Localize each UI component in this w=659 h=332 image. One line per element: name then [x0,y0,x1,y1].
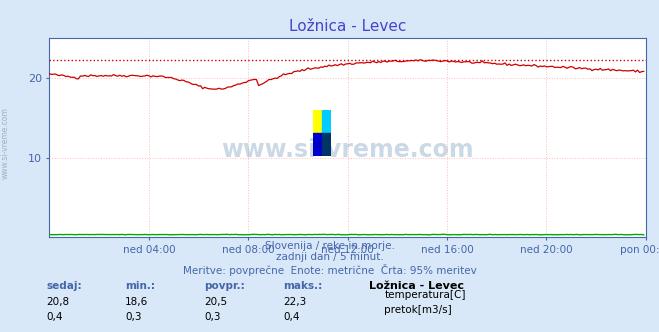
Text: 0,4: 0,4 [46,312,63,322]
Text: 22,3: 22,3 [283,297,306,307]
Text: povpr.:: povpr.: [204,281,245,290]
Title: Ložnica - Levec: Ložnica - Levec [289,19,407,34]
Text: temperatura[C]: temperatura[C] [384,290,466,300]
Bar [322,133,331,156]
Text: pretok[m3/s]: pretok[m3/s] [384,305,452,315]
Bar [313,110,322,133]
Text: zadnji dan / 5 minut.: zadnji dan / 5 minut. [275,252,384,262]
Bar [313,133,322,156]
Text: 0,3: 0,3 [204,312,221,322]
Bar [322,110,331,133]
Text: min.:: min.: [125,281,156,290]
Text: 20,8: 20,8 [46,297,69,307]
Text: Slovenija / reke in morje.: Slovenija / reke in morje. [264,241,395,251]
Text: www.si-vreme.com: www.si-vreme.com [1,107,10,179]
Text: 0,3: 0,3 [125,312,142,322]
Text: maks.:: maks.: [283,281,323,290]
Text: 0,4: 0,4 [283,312,300,322]
Text: sedaj:: sedaj: [46,281,82,290]
Text: Ložnica - Levec: Ložnica - Levec [369,281,464,290]
Text: Meritve: povprečne  Enote: metrične  Črta: 95% meritev: Meritve: povprečne Enote: metrične Črta:… [183,264,476,276]
Text: 18,6: 18,6 [125,297,148,307]
Text: 20,5: 20,5 [204,297,227,307]
Text: www.si-vreme.com: www.si-vreme.com [221,138,474,162]
